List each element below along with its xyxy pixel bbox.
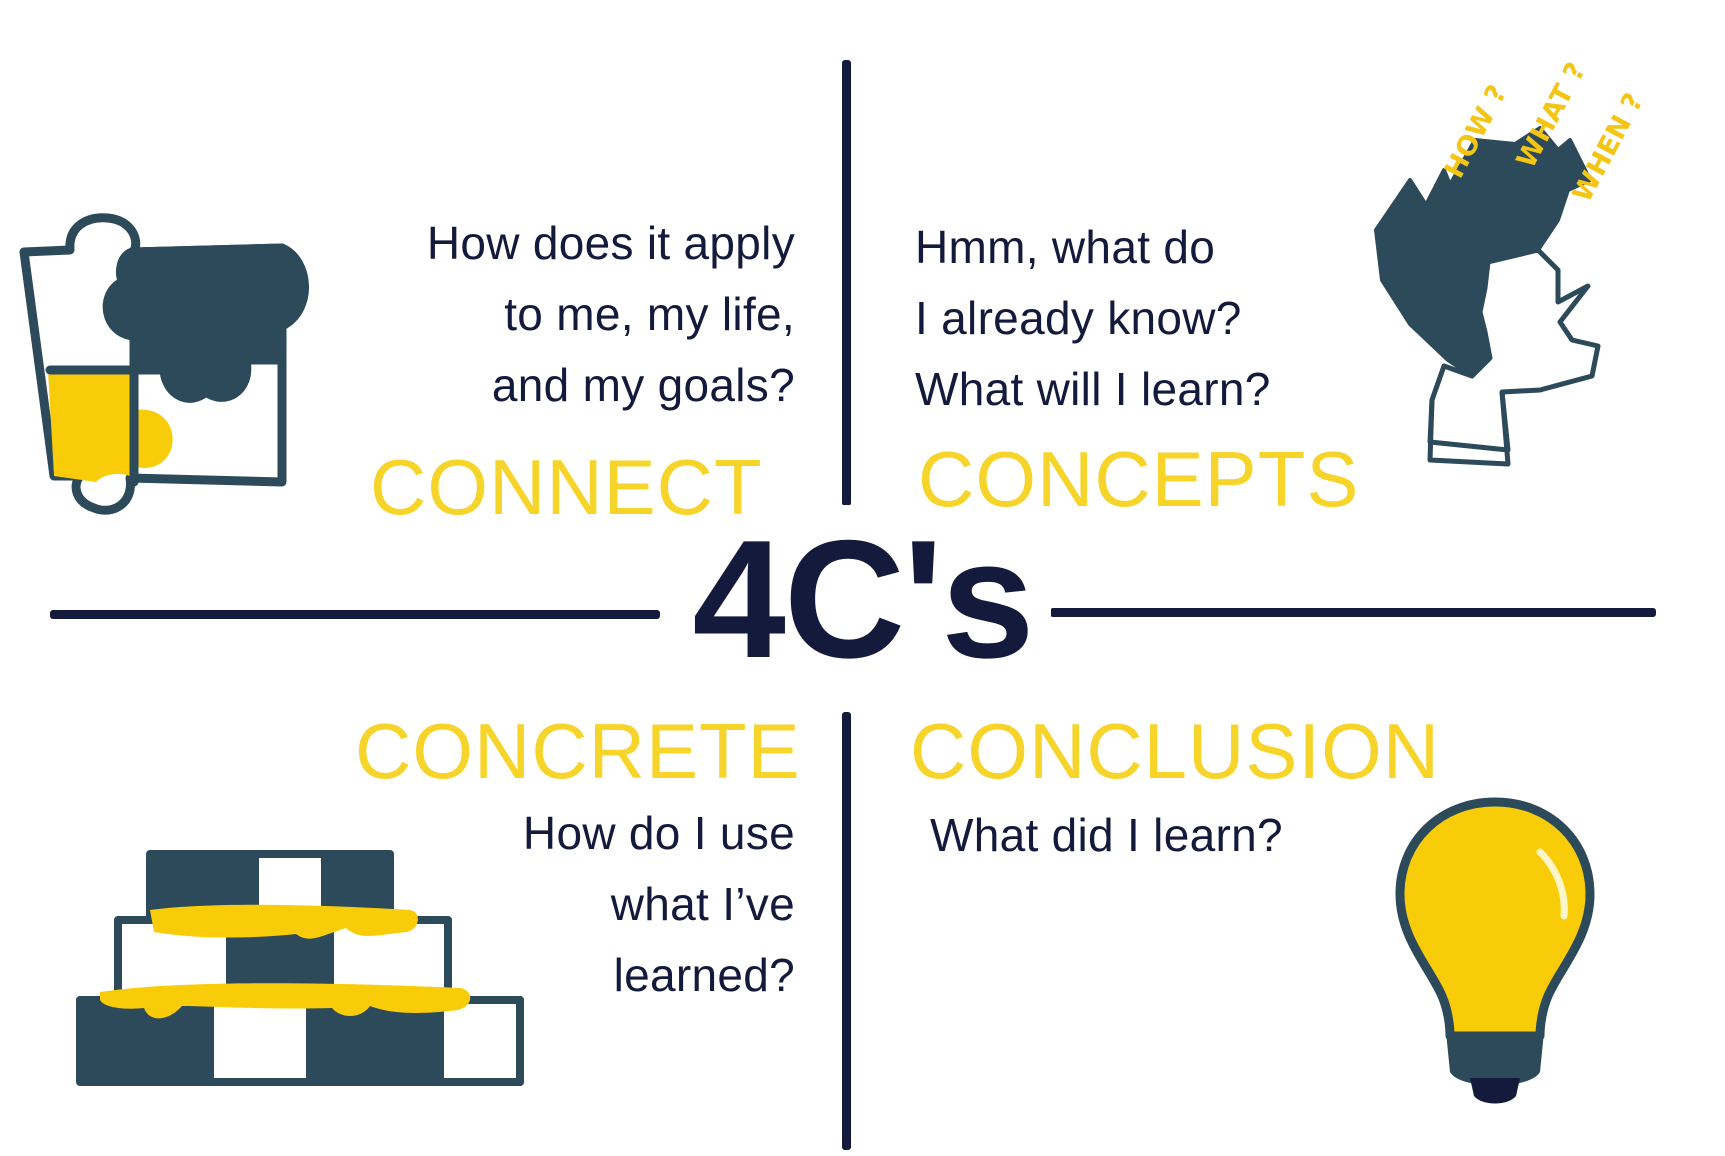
thinking-head-icon [1374, 126, 1601, 467]
conclusion-heading: CONCLUSION [910, 707, 1441, 795]
scribble-when: WHEN ? [1567, 88, 1650, 207]
scribble-what: WHAT ? [1511, 57, 1592, 173]
concrete-question: How do I use what I’ve learned? [522, 807, 795, 1001]
concrete-heading: CONCRETE [355, 707, 801, 795]
diagram-title: 4C's [0, 505, 1725, 693]
connect-question: How does it apply to me, my life, and my… [426, 217, 795, 411]
question-scribbles: HOW ? WHAT ? WHEN ? [1439, 57, 1650, 207]
horizontal-divider-right [1050, 608, 1656, 617]
lightbulb-icon [1395, 797, 1595, 1104]
concepts-question: Hmm, what do I already know? What will I… [915, 221, 1271, 415]
vertical-divider-top [842, 60, 851, 506]
vertical-divider-bottom [842, 712, 851, 1150]
horizontal-divider-left [50, 610, 660, 619]
puzzle-icon [19, 213, 309, 515]
conclusion-question: What did I learn? [930, 809, 1283, 861]
connect-heading: CONNECT [370, 443, 763, 531]
scribble-how: HOW ? [1439, 80, 1514, 183]
brick-stack-icon [76, 850, 524, 1086]
title-text: 4C's [674, 505, 1051, 693]
concepts-heading: CONCEPTS [918, 435, 1360, 523]
